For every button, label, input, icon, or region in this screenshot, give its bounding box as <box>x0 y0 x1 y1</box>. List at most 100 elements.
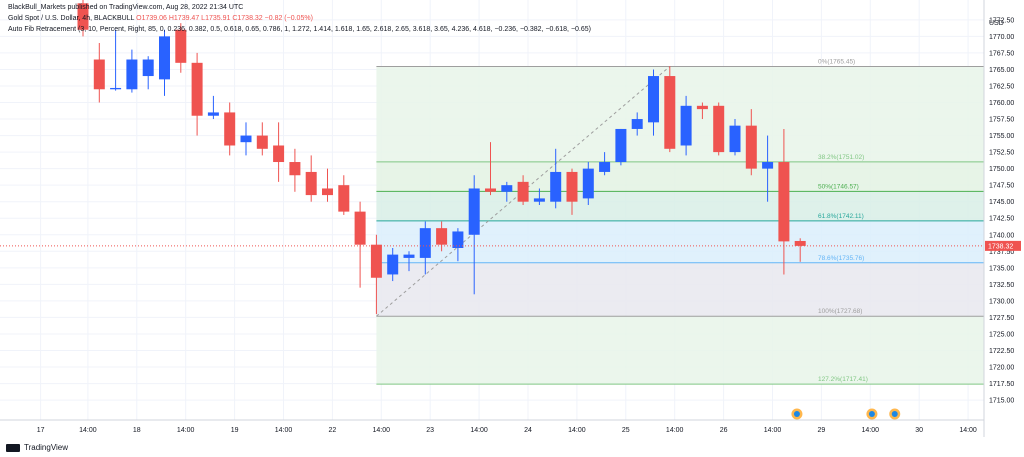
candle[interactable] <box>778 128 790 275</box>
event-flag-center <box>868 411 875 417</box>
candle[interactable] <box>273 122 285 182</box>
price-axis[interactable]: 1715.00 1717.50 1720.00 1722.50 1725.00 1727.… <box>983 0 1021 437</box>
candle[interactable] <box>93 42 105 103</box>
candle-body <box>93 59 105 90</box>
y-tick-label: 1772.50 <box>989 17 1014 24</box>
candle[interactable] <box>452 228 464 262</box>
fib-retracement[interactable]: 0%(1765.45) 38.2%(1751.02) 50%(1746.57) 61.… <box>376 58 984 385</box>
candle[interactable] <box>142 56 154 90</box>
candle[interactable] <box>419 221 431 275</box>
candle-body <box>778 162 790 242</box>
fib-zone <box>376 191 984 221</box>
candle-body <box>77 3 89 30</box>
candle[interactable] <box>648 69 659 136</box>
candle-body <box>159 36 170 80</box>
candle[interactable] <box>338 175 350 215</box>
candle[interactable] <box>566 168 578 215</box>
candle[interactable] <box>256 122 268 156</box>
x-tick-label: 24 <box>524 427 532 434</box>
candle[interactable] <box>501 181 513 202</box>
time-axis[interactable]: 17 14:00 18 14:00 19 14:00 22 14:00 23 14:00 24 14:… <box>0 419 984 434</box>
y-tick-label: 1747.50 <box>989 183 1014 190</box>
last-price-label: 1738.32 <box>988 243 1013 250</box>
candle[interactable] <box>631 112 643 136</box>
candle[interactable] <box>582 162 594 206</box>
fib-level-label: 0%(1765.45) <box>818 58 855 65</box>
candle[interactable] <box>468 175 480 295</box>
candle[interactable] <box>485 142 496 196</box>
candle-body <box>794 240 806 246</box>
y-tick-label: 1732.50 <box>989 282 1014 289</box>
candle-body <box>436 228 448 245</box>
x-tick-label: 14:00 <box>764 427 782 434</box>
ohlc-close: C1738.32 <box>232 15 263 22</box>
candle[interactable] <box>533 188 545 206</box>
candle-body <box>419 228 431 258</box>
candle[interactable] <box>110 29 122 91</box>
candle[interactable] <box>713 102 725 156</box>
candle[interactable] <box>126 49 138 93</box>
candle[interactable] <box>729 119 741 156</box>
candle[interactable] <box>550 148 562 209</box>
candles[interactable] <box>0 0 984 315</box>
footer[interactable]: TradingView <box>6 443 68 452</box>
candle[interactable] <box>224 102 236 156</box>
ohlc-low: L1735.91 <box>201 15 231 22</box>
candle[interactable] <box>354 201 366 288</box>
x-tick-label: 23 <box>426 427 434 434</box>
candle-body <box>745 125 757 169</box>
candle-body <box>370 244 382 278</box>
candle[interactable] <box>664 66 676 153</box>
y-tick-label: 1737.50 <box>989 249 1014 256</box>
candle[interactable] <box>517 175 529 206</box>
candle[interactable] <box>615 128 627 166</box>
candle[interactable] <box>745 109 757 176</box>
indicator-text[interactable]: Auto Fib Retracement (3, 10, Percent, Ri… <box>8 26 591 33</box>
fib-level-label: 61.8%(1742.11) <box>818 213 864 220</box>
candle[interactable] <box>322 168 333 202</box>
candle[interactable] <box>794 238 806 262</box>
candle[interactable] <box>680 95 692 156</box>
x-tick-label: 14:00 <box>79 427 97 434</box>
candle[interactable] <box>175 23 187 73</box>
candle[interactable] <box>387 247 399 282</box>
candle-body <box>256 135 268 149</box>
y-tick-label: 1770.00 <box>989 34 1014 41</box>
candle[interactable] <box>159 29 170 96</box>
indicator-line[interactable]: Auto Fib Retracement (3, 10, Percent, Ri… <box>8 26 591 33</box>
candle[interactable] <box>191 52 203 136</box>
y-tick-label: 1727.50 <box>989 315 1014 322</box>
fib-level-label: 127.2%(1717.41) <box>818 376 868 383</box>
y-tick-label: 1767.50 <box>989 50 1014 57</box>
candle-body <box>533 198 545 202</box>
candle[interactable] <box>370 234 382 315</box>
events[interactable] <box>791 408 901 420</box>
symbol-text[interactable]: Gold Spot / U.S. Dollar, 4h, BLACKBULL <box>8 15 135 22</box>
candle-body <box>289 162 301 176</box>
candle[interactable] <box>207 95 219 120</box>
y-tick-label: 1740.00 <box>989 232 1014 239</box>
candle[interactable] <box>696 102 708 120</box>
candle-body <box>566 171 578 202</box>
candle[interactable] <box>289 148 301 192</box>
x-tick-label: 14:00 <box>177 427 195 434</box>
candle[interactable] <box>305 155 317 202</box>
candle[interactable] <box>403 251 415 272</box>
candle-body <box>550 171 562 202</box>
fib-level-label: 38.2%(1751.02) <box>818 154 864 161</box>
candle[interactable] <box>762 135 774 202</box>
x-tick-label: 26 <box>720 427 728 434</box>
candle-body <box>338 185 350 212</box>
x-tick-label: 22 <box>328 427 336 434</box>
last-price-badge[interactable] <box>985 240 1021 251</box>
x-tick-label: 14:00 <box>275 427 293 434</box>
candle-body <box>762 162 774 169</box>
candle[interactable] <box>77 0 89 37</box>
fib-zone <box>376 161 984 192</box>
candle[interactable] <box>240 122 252 156</box>
candle[interactable] <box>599 152 611 176</box>
y-tick-label: 1760.00 <box>989 100 1014 107</box>
published-line: BlackBull_Markets published on TradingVi… <box>8 4 243 11</box>
x-tick-label: 25 <box>622 427 630 434</box>
